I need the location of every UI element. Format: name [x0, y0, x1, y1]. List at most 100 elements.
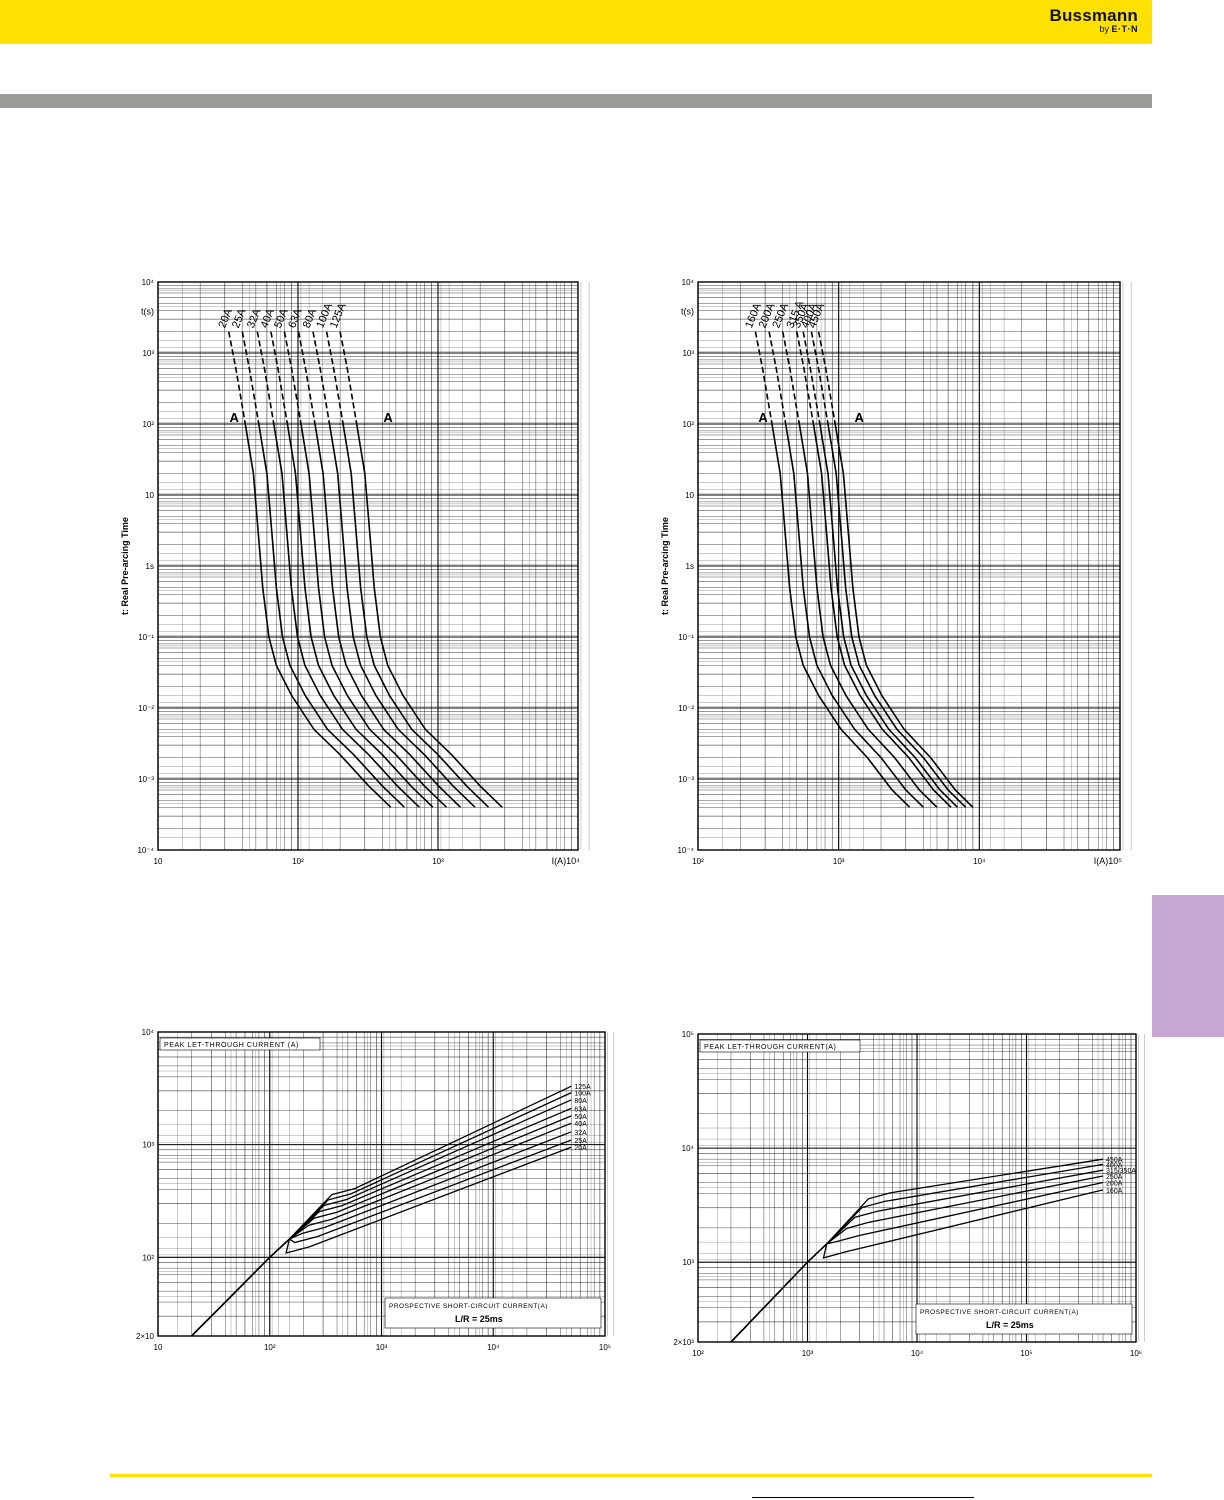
- x-axis-label: PROSPECTIVE SHORT-CIRCUIT CURRENT(A): [389, 1303, 548, 1310]
- y-tick-label: 10⁴: [142, 278, 155, 287]
- series-curve-dashed: [241, 331, 260, 425]
- series-curve-dashed: [796, 331, 815, 425]
- series-curve-dashed: [256, 331, 275, 425]
- xlabel-box: [915, 1303, 1133, 1335]
- y-tick-label: 10⁵: [682, 1030, 694, 1039]
- y-tick-label: 10⁻¹: [678, 633, 694, 642]
- y-tick-label: 2×10: [136, 1332, 155, 1341]
- series-curve: [258, 423, 405, 808]
- brand-sub-prefix: by: [1099, 24, 1109, 34]
- y-tick-label: 2×10²: [673, 1338, 694, 1347]
- brand-logo: Bussmann by E·T·N: [1049, 6, 1138, 34]
- y-tick-label: 10: [145, 491, 154, 500]
- series-curve: [771, 423, 911, 808]
- x-tick-label: 10³: [833, 857, 845, 866]
- series-label: 32A: [574, 1130, 587, 1137]
- chart-note: L/R = 25ms: [986, 1320, 1034, 1330]
- header-bar: Bussmann by E·T·N: [0, 0, 1152, 44]
- series-curve: [819, 423, 959, 808]
- y-unit-label: t(s): [681, 306, 694, 316]
- y-unit-label: t(s): [141, 306, 154, 316]
- series-curve: [798, 423, 938, 808]
- series-curve-dashed: [817, 331, 836, 425]
- series-curve: [812, 423, 952, 808]
- x-tick-label: 10⁴: [911, 1349, 924, 1358]
- x-tick-label: 10³: [802, 1349, 814, 1358]
- series-curve-dashed: [312, 331, 331, 425]
- x-tick-label: 10⁵: [1020, 1349, 1032, 1358]
- marker-label: A: [383, 410, 393, 425]
- series-curve: [244, 423, 392, 808]
- series-curve: [286, 423, 434, 808]
- let-through-chart-2: 2×10² 10³ 10⁴ 10⁵ 10² 10³ 10⁴ 10⁵ 10⁶ PEAK LET-TH…: [673, 1030, 1145, 1358]
- section-bar: [0, 94, 1152, 108]
- x-tick-label: 10: [154, 857, 163, 866]
- series-curve: [784, 423, 924, 808]
- x-tick-label: 10³: [432, 857, 444, 866]
- plot-group: 10⁻⁴ 10⁻³ 10⁻² 10⁻¹ 1s 10 10² 10³ 10⁴ t(s) 10² 10³ 1…: [660, 278, 1132, 866]
- x-unit-label: I(A)10⁴: [552, 856, 581, 866]
- y-tick-label: 10⁻²: [678, 704, 694, 713]
- series-curve: [300, 423, 448, 808]
- series-curve-dashed: [283, 331, 302, 425]
- series-curve-dashed: [270, 331, 289, 425]
- series-curve: [191, 1146, 572, 1337]
- y-tick-label: 10⁴: [142, 1028, 155, 1037]
- x-tick-label: 10²: [264, 1343, 276, 1352]
- series-curve: [834, 423, 974, 808]
- y-axis-label: t: Real Pre-arcing Time: [660, 517, 670, 615]
- x-tick-label: 10⁴: [487, 1343, 500, 1352]
- series-label: 20A: [574, 1145, 587, 1152]
- marker-label: A: [758, 410, 768, 425]
- x-tick-label: 10⁵: [599, 1343, 611, 1352]
- eaton-logo: E·T·N: [1111, 24, 1138, 34]
- y-tick-label: 10⁴: [682, 278, 695, 287]
- x-unit-label: I(A)10⁵: [1094, 856, 1123, 866]
- y-tick-label: 10⁴: [682, 1144, 695, 1153]
- y-tick-label: 10²: [682, 420, 694, 429]
- series-curve: [314, 423, 462, 808]
- title-box: [699, 1039, 861, 1053]
- y-tick-label: 10: [685, 491, 694, 500]
- series-curve-dashed: [802, 331, 821, 425]
- x-tick-label: 10²: [292, 857, 304, 866]
- marker-label: A: [229, 410, 239, 425]
- series-label: 400A: [1106, 1162, 1123, 1169]
- series-label: 100A: [574, 1091, 591, 1098]
- marker-label: A: [855, 410, 865, 425]
- y-tick-label: 10³: [142, 349, 154, 358]
- series-curve-dashed: [781, 331, 801, 425]
- series-curve-dashed: [339, 331, 358, 425]
- chart-title: PEAK LET-THROUGH CURRENT (A): [164, 1042, 299, 1049]
- y-axis-label: t: Real Pre-arcing Time: [120, 517, 130, 615]
- series-curve-dashed: [325, 331, 344, 425]
- y-tick-label: 10⁻⁴: [677, 846, 694, 855]
- y-tick-label: 10⁻³: [138, 775, 154, 784]
- series-label: 50A: [574, 1114, 587, 1121]
- series-curve-dashed: [754, 331, 773, 425]
- series-label: 250A: [1106, 1174, 1123, 1181]
- x-tick-label: 10²: [692, 857, 704, 866]
- brand-subtitle: by E·T·N: [1049, 24, 1138, 34]
- y-tick-label: 10³: [142, 1141, 154, 1150]
- x-tick-label: 10²: [692, 1349, 704, 1358]
- series-label: 25A: [574, 1138, 587, 1145]
- time-current-chart-1: 10⁻⁴ 10⁻³ 10⁻² 10⁻¹ 1s 10 10² 10³ 10⁴ t(s) 10 10² 10…: [120, 278, 590, 866]
- series-curve: [827, 423, 967, 808]
- series-label: 315/350A: [1106, 1168, 1136, 1175]
- series-label: 125A: [574, 1084, 591, 1091]
- series-label: 160A: [1106, 1188, 1123, 1195]
- y-tick-label: 10⁻³: [678, 775, 694, 784]
- plot-group: 2×10² 10³ 10⁴ 10⁵ 10² 10³ 10⁴ 10⁵ 10⁶ PEAK LET-TH…: [673, 1030, 1145, 1358]
- y-tick-label: 10⁻²: [138, 704, 154, 713]
- series-curve: [730, 1189, 1104, 1343]
- series-curve-dashed: [297, 331, 316, 425]
- plot-group: 10⁻⁴ 10⁻³ 10⁻² 10⁻¹ 1s 10 10² 10³ 10⁴ t(s) 10 10² 10…: [120, 278, 590, 866]
- series-label: 450A: [1106, 1157, 1123, 1164]
- chart-title: PEAK LET-THROUGH CURRENT(A): [704, 1044, 837, 1051]
- time-current-chart-2: 10⁻⁴ 10⁻³ 10⁻² 10⁻¹ 1s 10 10² 10³ 10⁴ t(s) 10² 10³ 1…: [660, 278, 1132, 866]
- footer-rule: [752, 1497, 974, 1498]
- chart-note: L/R = 25ms: [455, 1314, 503, 1324]
- x-tick-label: 10: [154, 1343, 163, 1352]
- series-label: 63A: [574, 1106, 587, 1113]
